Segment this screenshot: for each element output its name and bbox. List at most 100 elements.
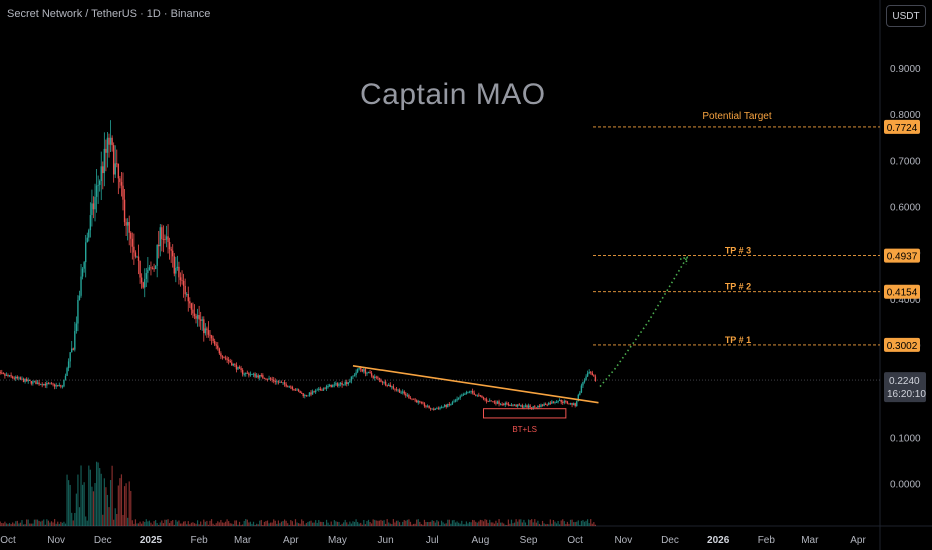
candle: [462, 392, 465, 526]
candle: [495, 400, 497, 526]
candle: [21, 376, 23, 526]
symbol-title: Secret Network / TetherUS · 1D · Binance: [7, 8, 211, 20]
candle: [252, 372, 255, 526]
candle: [372, 375, 374, 526]
candle: [332, 384, 334, 526]
candle: [316, 388, 318, 526]
candle: [307, 395, 309, 526]
candle: [105, 139, 107, 526]
candle: [218, 347, 221, 526]
candle: [520, 404, 522, 526]
x-tick-label: Oct: [0, 535, 16, 546]
candle: [308, 392, 311, 526]
candle: [226, 356, 228, 526]
candle: [207, 321, 210, 526]
candle: [238, 365, 241, 526]
candle: [187, 286, 189, 526]
x-tick-label: May: [328, 535, 347, 546]
candle: [585, 374, 587, 526]
x-tick-label: Mar: [234, 535, 252, 546]
candle: [46, 380, 48, 526]
candle: [15, 375, 17, 526]
candle: [405, 391, 407, 526]
candle: [434, 408, 437, 526]
candle: [515, 404, 517, 526]
candle: [24, 378, 26, 526]
candle: [388, 383, 390, 526]
candle: [116, 149, 118, 526]
candle: [2, 372, 5, 526]
candle: [565, 400, 567, 526]
candle: [165, 225, 168, 526]
candle: [153, 263, 155, 526]
candle: [445, 404, 447, 526]
candle: [513, 404, 516, 526]
candle: [360, 365, 362, 526]
candle: [94, 183, 96, 526]
candle: [296, 387, 298, 526]
candle: [571, 402, 573, 526]
candle: [232, 363, 235, 526]
candle: [114, 145, 116, 526]
candle: [465, 390, 468, 526]
candle: [557, 400, 559, 526]
candle: [509, 404, 511, 526]
candle: [84, 234, 87, 526]
candle: [456, 396, 458, 526]
candle: [338, 382, 340, 526]
candle: [212, 335, 214, 526]
candle: [86, 232, 88, 526]
candle: [217, 342, 219, 526]
candle: [318, 387, 320, 526]
price-tag-value: 0.3002: [887, 341, 918, 352]
candle: [544, 402, 547, 526]
candle: [353, 373, 356, 526]
candle: [429, 407, 432, 526]
candle: [16, 375, 19, 526]
candle: [64, 373, 67, 526]
candle: [467, 391, 469, 526]
x-tick-label: Jul: [426, 535, 439, 546]
price-tag-value: 0.4154: [887, 288, 918, 299]
candle: [415, 399, 418, 526]
candle: [381, 380, 384, 526]
candle: [378, 377, 381, 526]
candle: [503, 402, 505, 526]
candle: [459, 394, 461, 526]
x-tick-label: Apr: [283, 535, 299, 546]
candle: [493, 400, 496, 526]
candle: [476, 394, 478, 526]
candle: [408, 393, 410, 526]
candle: [277, 380, 280, 526]
candle: [577, 393, 579, 526]
candle: [366, 371, 368, 526]
candle: [229, 358, 231, 526]
candle: [377, 375, 379, 526]
candle: [398, 388, 401, 526]
candle: [555, 400, 558, 526]
candle: [5, 372, 8, 526]
candle: [510, 402, 513, 526]
price-tag: [884, 337, 920, 352]
candle: [192, 302, 194, 526]
candle: [201, 316, 203, 526]
candle: [374, 374, 376, 526]
candle: [436, 406, 438, 526]
candle: [103, 132, 106, 526]
candle: [0, 370, 1, 526]
currency-button[interactable]: USDT: [886, 5, 926, 27]
candle: [383, 381, 385, 526]
candle: [414, 397, 416, 526]
candle: [120, 172, 123, 526]
candle: [464, 392, 466, 526]
candle: [106, 131, 109, 526]
candle: [133, 233, 135, 526]
candle: [391, 385, 393, 526]
candle: [352, 375, 354, 526]
candle: [44, 382, 46, 526]
candle: [88, 228, 90, 526]
candle-countdown: 16:20:10: [887, 389, 926, 400]
candle: [370, 370, 373, 526]
candle: [479, 394, 482, 526]
